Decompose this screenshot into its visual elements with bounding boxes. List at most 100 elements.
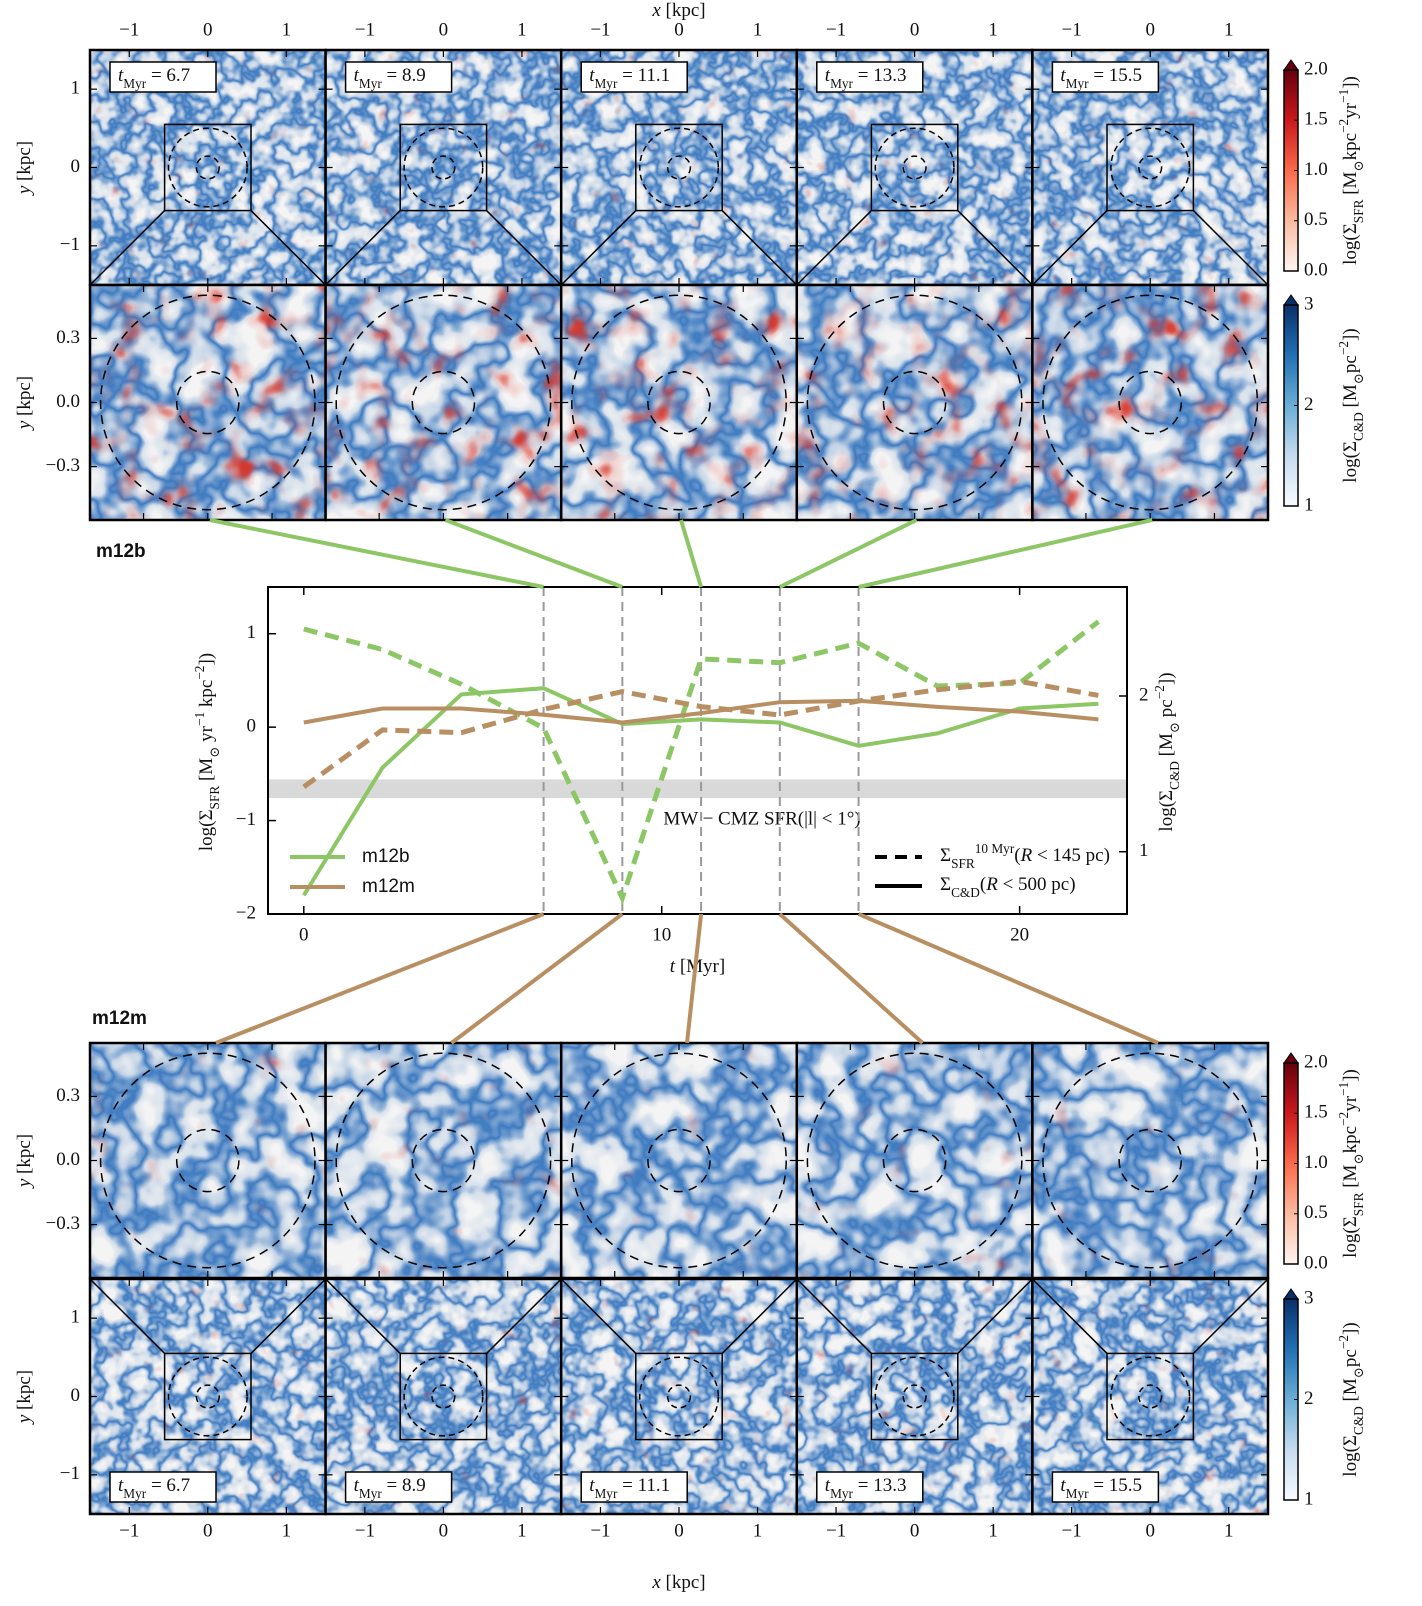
x-tick-label: 1 [517,19,527,40]
colorbar-extend [1284,1289,1298,1299]
text-part: = [146,65,166,86]
text-part: −1 [192,712,207,726]
group-label: m12b [96,541,146,562]
y-tick-label: 0 [247,716,257,737]
y-tick-label: −1 [60,234,80,255]
text-part: = [617,1475,637,1496]
panel-connector [687,914,701,1043]
text-part: [M [196,758,217,786]
time-value: 13.3 [873,65,906,86]
x-tick-label: 1 [282,1520,292,1541]
text-part: log(Σ [1340,1435,1361,1477]
y-tick-label: −0.3 [46,1213,80,1234]
y-axis-title: y [kpc] [14,1134,35,1189]
y2-axis-title: log(ΣC&D [M⊙ pc−2]) [1152,672,1182,831]
x-tick-label: 0 [674,1520,684,1541]
text-part: SFR [1351,199,1366,223]
map-texture [90,1043,326,1278]
text-part: ]) [1340,328,1361,341]
map-texture [561,285,797,520]
x-tick-label: 1 [1224,19,1234,40]
colorbar-tick-label: 1.0 [1304,1152,1328,1173]
text-part: pc [1156,699,1177,722]
x-tick-label: 1 [753,19,763,40]
text-part: log(Σ [1340,441,1361,483]
colorbar-tick-label: 3 [1304,1287,1314,1308]
x-tick-label: 1 [1224,1520,1234,1541]
x-tick-label: −1 [590,19,610,40]
x-tick-label: 1 [988,1520,998,1541]
colorbar-tick-label: 1.5 [1304,109,1328,130]
text-part: Myr [594,1486,617,1501]
colorbar-tick-label: 0.0 [1304,1252,1328,1273]
text-part: C&D [1351,412,1366,441]
time-value: 15.5 [1109,1475,1142,1496]
y-tick-label: −1 [236,809,256,830]
x-tick-label: 0 [910,19,920,40]
text-part: pc [1340,355,1361,373]
y-tick-label: 0.3 [56,1085,80,1106]
text-part: ⊙ [1351,1367,1366,1378]
text-part: yr [196,725,217,746]
text-part: [kpc] [14,1134,35,1179]
y-axis-title: y [kpc] [14,1370,35,1425]
text-part: yr [1340,1095,1361,1112]
text-part: Myr [1066,76,1089,91]
text-part: y [14,1414,35,1425]
text-part: [kpc] [14,376,35,421]
x-tick-label: 0 [439,19,449,40]
text-part: [M [1340,1164,1361,1192]
text-part: ⊙ [1351,373,1366,384]
map-texture [561,1043,797,1278]
x-tick-label: 1 [988,19,998,40]
colorbar-tick-label: 1.0 [1304,159,1328,180]
text-part: ]) [1340,1069,1361,1082]
text-part: log(Σ [196,809,217,851]
text-part: = [617,65,637,86]
panel-connector [681,520,701,587]
text-part: SFR [951,856,975,871]
time-value: 8.9 [402,65,426,86]
colorbar-tick-label: 2 [1304,1388,1314,1409]
x-tick-label: 0 [439,1520,449,1541]
text-part: ⊙ [207,747,222,758]
text-part: −2 [1336,1335,1351,1349]
time-value: 11.1 [638,1475,671,1496]
page: Figure html, body { margin: 0; padding: … [0,0,1422,1606]
map-texture [90,285,326,520]
x-tick-label: −1 [590,1520,610,1541]
text-part: R [1020,845,1033,866]
time-value: 6.7 [166,65,190,86]
text-part: yr [1340,102,1361,119]
colorbar-extend [1284,295,1298,305]
x-tick-label: −1 [826,1520,846,1541]
x-tick-label: 0 [674,19,684,40]
text-part: = [853,65,873,86]
panel-connector [445,520,622,587]
text-part: y [14,1178,35,1189]
y-tick-label: 0.0 [56,391,80,412]
text-part: Myr [830,1486,853,1501]
x-tick-label: −1 [355,19,375,40]
text-part: < 145 pc) [1032,845,1110,866]
x-axis-title: x [kpc] [651,1572,705,1593]
map-texture [326,285,562,520]
legend-label: ΣC&D(R < 500 pc) [940,874,1076,899]
reference-band [268,779,1127,798]
colorbar-tick-label: 2.0 [1304,58,1328,79]
y-tick-label: −2 [236,902,256,923]
text-part: [kpc] [14,141,35,186]
y2-tick-label: 1 [1139,840,1149,861]
text-part: kpc [196,680,217,712]
y-tick-label: 1 [247,622,257,643]
x-tick-label: −1 [119,1520,139,1541]
legend-label: m12m [362,876,415,897]
time-value: 8.9 [402,1475,426,1496]
text-part: [kpc] [14,1370,35,1415]
colorbar-title: log(ΣSFR [M⊙kpc−2yr−1]) [1336,76,1366,265]
time-value: 15.5 [1109,65,1142,86]
text-part: −2 [1152,685,1167,699]
colorbar-tick-label: 0.5 [1304,209,1328,230]
colorbar-tick-label: 0.0 [1304,259,1328,280]
time-value: 6.7 [166,1475,190,1496]
